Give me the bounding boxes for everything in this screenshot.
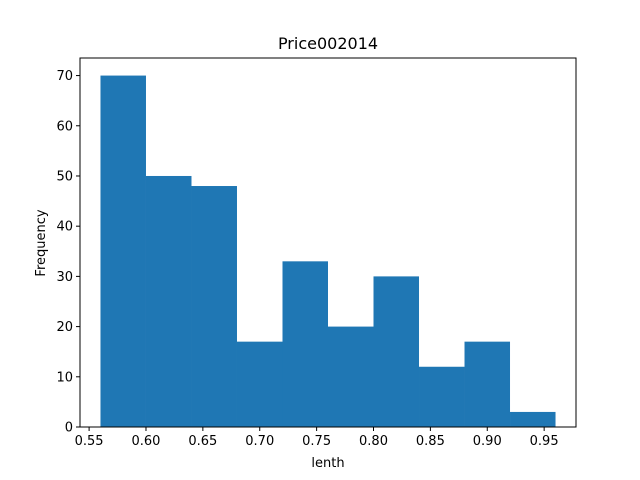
y-axis-ticks: 0 10 20 30 40 50 60 70 [56,69,80,436]
y-tick-label: 20 [56,320,73,335]
y-tick-label: 0 [65,421,73,436]
histogram-bar [373,276,420,427]
histogram-bar [510,411,556,427]
y-tick-label: 40 [56,220,73,235]
histogram-bar [328,326,374,427]
x-tick-label: 0.55 [75,434,104,449]
histogram-bar [191,186,237,427]
x-tick-label: 0.90 [473,434,502,449]
y-tick-label: 30 [56,270,73,285]
y-tick-label: 70 [56,69,73,84]
histogram-bar [100,75,146,428]
histogram-bar [236,341,283,427]
y-axis-label: Frequency [34,209,49,276]
x-tick-label: 0.60 [132,434,161,449]
histogram-bar [464,341,511,427]
x-tick-label: 0.80 [359,434,388,449]
chart-title: Price002014 [278,34,378,53]
y-tick-label: 60 [56,119,73,134]
x-tick-label: 0.95 [530,434,559,449]
plot-area-frame [79,57,577,428]
x-tick-label: 0.65 [188,434,217,449]
bars-group [100,75,556,428]
histogram-bar [282,261,328,427]
x-axis-ticks: 0.55 0.60 0.65 0.70 0.75 0.80 0.85 0.90 0.95 [75,427,559,449]
y-tick-label: 50 [56,169,73,184]
x-tick-label: 0.70 [245,434,274,449]
y-tick-label: 10 [56,370,73,385]
x-axis-label: lenth [311,456,344,471]
x-tick-label: 0.85 [416,434,445,449]
histogram-bar [419,366,465,427]
x-tick-label: 0.75 [302,434,331,449]
histogram-bar [145,175,192,427]
